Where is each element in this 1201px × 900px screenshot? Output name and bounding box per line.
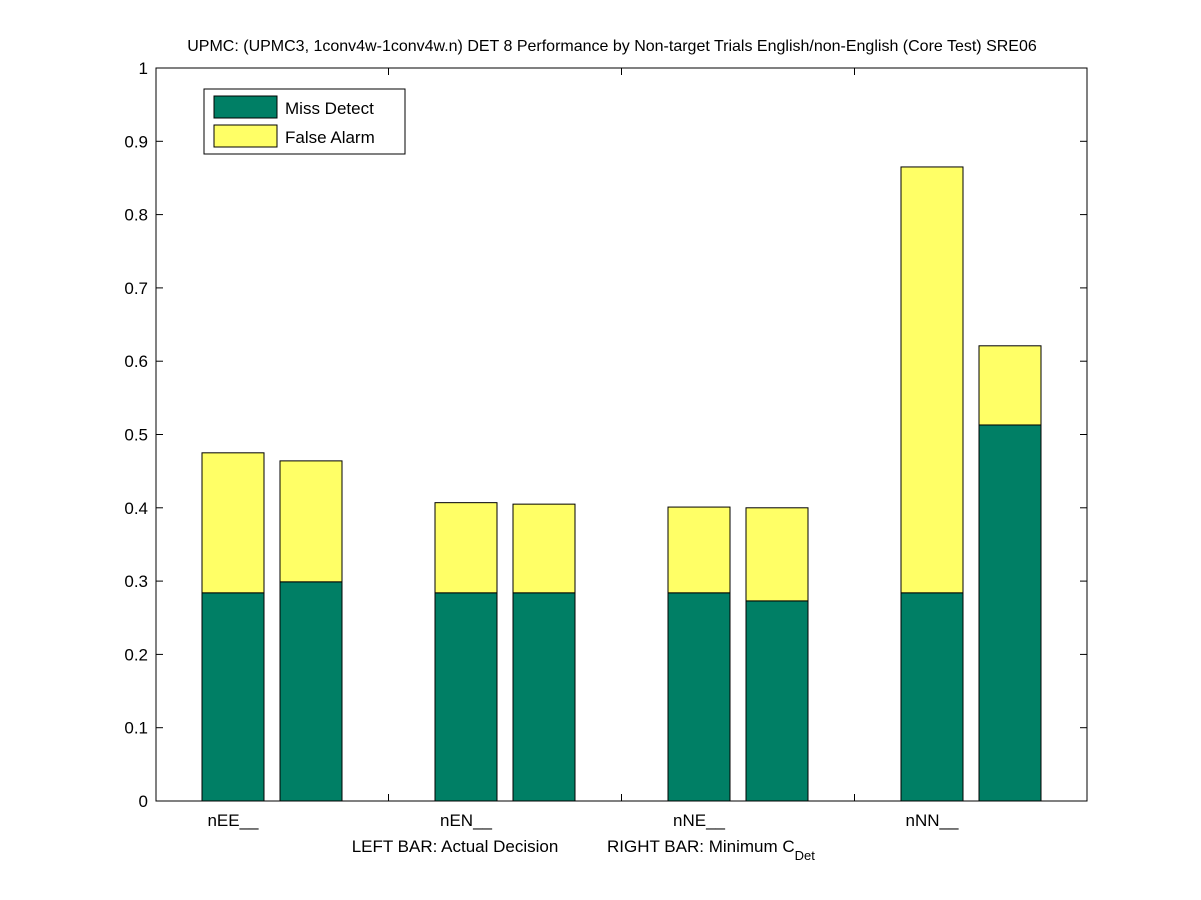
bar-segment-miss-detect [667,592,731,802]
x-axis-label-left-bar: LEFT BAR: Actual Decision [352,837,559,856]
y-tick-label: 0.4 [124,499,148,518]
bar-segment-miss-detect [201,592,265,802]
bar-segment-false-alarm [667,506,731,594]
bar-segment-miss-detect [745,600,809,802]
bar-segment-miss-detect [279,581,343,802]
legend: Miss Detect False Alarm [203,88,406,155]
bar-segment-miss-detect [512,592,576,802]
bar-segment-miss-detect [978,424,1042,802]
y-tick-label: 0.6 [124,352,148,371]
legend-swatch-miss-detect [213,95,278,119]
x-category-label: nNE__ [673,811,726,830]
bar-segment-false-alarm [201,452,265,594]
y-tick-label: 0.5 [124,426,148,445]
x-axis-label-right-bar: RIGHT BAR: Minimum CDet [607,837,815,863]
x-category-label: nNN__ [906,811,959,830]
bar-segment-miss-detect [434,592,498,802]
bar-segment-false-alarm [745,507,809,602]
y-tick-label: 0.2 [124,645,148,664]
bar-segment-miss-detect [900,592,964,802]
legend-swatch-false-alarm [213,124,278,148]
bar-segment-false-alarm [279,460,343,583]
y-tick-label: 1 [139,59,148,78]
legend-label-false-alarm: False Alarm [285,128,375,147]
bar-segment-false-alarm [900,166,964,594]
bar-segment-false-alarm [978,345,1042,426]
y-tick-label: 0.9 [124,132,148,151]
y-tick-label: 0.7 [124,279,148,298]
x-category-label: nEE__ [207,811,259,830]
y-tick-label: 0.3 [124,572,148,591]
chart-title: UPMC: (UPMC3, 1conv4w-1conv4w.n) DET 8 P… [187,38,1037,55]
x-category-label: nEN__ [440,811,493,830]
y-tick-label: 0 [139,792,148,811]
bar-segment-false-alarm [512,503,576,594]
y-tick-label: 0.8 [124,206,148,225]
y-tick-label: 0.1 [124,719,148,738]
bar-segment-false-alarm [434,502,498,594]
legend-label-miss-detect: Miss Detect [285,99,374,118]
